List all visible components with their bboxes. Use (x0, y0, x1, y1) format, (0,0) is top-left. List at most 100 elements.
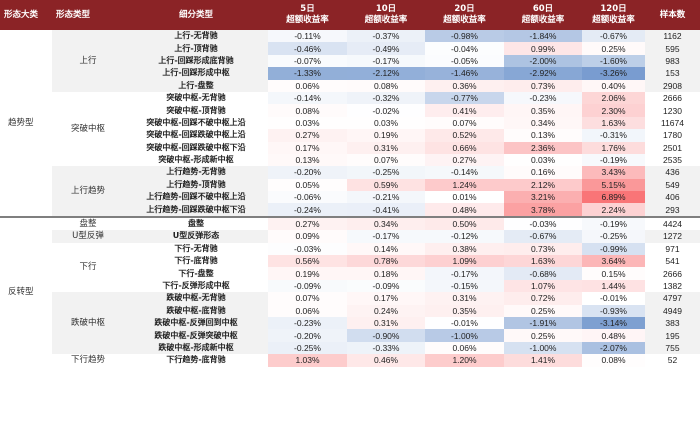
return-20d-cell: 0.27% (425, 153, 504, 167)
return-60d-cell: -1.84% (504, 30, 582, 43)
type-cell: U型反弹 (52, 230, 124, 243)
return-5d-cell: -0.23% (268, 316, 347, 330)
return-20d-cell: -0.14% (425, 166, 504, 179)
table-row: 上行趋势-顶背驰 0.05% 0.59% 1.24% 2.12% 5.15% 549 (0, 178, 700, 192)
sample-count-cell: 541 (645, 255, 700, 268)
sample-count-cell: 4949 (645, 304, 700, 317)
return-10d-cell: 0.34% (347, 215, 425, 231)
return-20d-cell: -1.00% (425, 329, 504, 342)
col-20d-header: 20日 超额收益率 (425, 0, 504, 30)
table-row: 突破中枢-顶背驰 0.08% -0.02% 0.41% 0.35% 2.30% 1230 (0, 104, 700, 117)
table-row: 趋势型 上行 上行-无背驰 -0.11% -0.37% -0.98% -1.84% -0.67… (0, 30, 700, 217)
subtype-cell: 下行-盘整 (124, 267, 268, 280)
sample-count-cell: 383 (645, 316, 700, 330)
return-60d-cell: 2.36% (504, 141, 582, 154)
subtype-cell: 突破中枢-回踩跌破中枢上沿 (124, 129, 268, 142)
sample-count-cell: 2535 (645, 153, 700, 167)
return-60d-cell: -0.67% (504, 230, 582, 243)
sample-count-cell: 1272 (645, 230, 700, 243)
return-5d-cell: -0.11% (268, 30, 347, 43)
table-row: 跌破中枢-底背驰 0.06% 0.24% 0.35% 0.25% -0.93% 4949 (0, 304, 700, 317)
return-20d-cell: 0.38% (425, 242, 504, 256)
return-120d-cell: 0.08% (582, 354, 645, 367)
return-5d-cell: -0.14% (268, 91, 347, 105)
category-cell: 趋势型 (0, 30, 52, 217)
return-5d-cell: 0.13% (268, 153, 347, 167)
sample-count-cell: 11674 (645, 116, 700, 130)
return-20d-cell: 0.36% (425, 79, 504, 92)
return-10d-cell: 0.78% (347, 255, 425, 268)
return-20d-cell: 0.41% (425, 104, 504, 117)
subtype-cell: 上行-顶背驰 (124, 42, 268, 55)
subtype-cell: 突破中枢-回踩不破中枢上沿 (124, 116, 268, 130)
return-20d-cell: -1.46% (425, 67, 504, 80)
return-5d-cell: -0.46% (268, 42, 347, 55)
return-5d-cell: -0.07% (268, 54, 347, 68)
return-5d-cell: -0.20% (268, 329, 347, 342)
return-10d-cell: -0.90% (347, 329, 425, 342)
subtype-cell: 跌破中枢-形成新中枢 (124, 341, 268, 355)
subtype-cell: 下行-底背驰 (124, 255, 268, 268)
table-row: 跌破中枢-反弹突破中枢 -0.20% -0.90% -1.00% 0.25% 0.48% 1… (0, 329, 700, 342)
subtype-cell: 上行-无背驰 (124, 30, 268, 43)
return-5d-cell: -0.09% (268, 279, 347, 293)
sample-count-cell: 1382 (645, 279, 700, 293)
table-row: 下行-反弹形成中枢 -0.09% -0.09% -0.15% 1.07% 1.44% 138… (0, 279, 700, 293)
return-20d-cell: -0.77% (425, 91, 504, 105)
return-120d-cell: 2.06% (582, 91, 645, 105)
return-10d-cell: 0.19% (347, 129, 425, 142)
table-row: 上行-回踩形成底背驰 -0.07% -0.17% -0.05% -2.00% -1.60%… (0, 54, 700, 68)
subtype-cell: 上行趋势-回踩跌破中枢下沿 (124, 203, 268, 217)
return-60d-cell: 0.34% (504, 116, 582, 130)
return-120d-cell: 2.24% (582, 203, 645, 217)
sample-count-cell: 2666 (645, 91, 700, 105)
table-row: 突破中枢-回踩跌破中枢下沿 0.17% 0.31% 0.66% 2.36% 1.76% 25… (0, 141, 700, 154)
return-10d-cell: 0.08% (347, 79, 425, 92)
return-10d-cell: 0.46% (347, 354, 425, 367)
type-cell: 上行 (52, 30, 124, 92)
return-60d-cell: 0.03% (504, 153, 582, 167)
col-subtype-header: 细分类型 (124, 0, 268, 30)
return-120d-cell: 1.44% (582, 279, 645, 293)
return-5d-cell: 0.07% (268, 292, 347, 305)
return-10d-cell: -0.02% (347, 104, 425, 117)
sample-count-cell: 1230 (645, 104, 700, 117)
table-body: 趋势型 上行 上行-无背驰 -0.11% -0.37% -0.98% -1.84% -0.67… (0, 30, 700, 367)
type-cell: 盘整 (52, 215, 124, 231)
subtype-cell: 下行趋势-底背驰 (124, 354, 268, 367)
return-120d-cell: -0.19% (582, 215, 645, 231)
return-120d-cell: 3.64% (582, 255, 645, 268)
return-5d-cell: 0.06% (268, 79, 347, 92)
return-60d-cell: -2.00% (504, 54, 582, 68)
return-5d-cell: 0.27% (268, 129, 347, 142)
return-20d-cell: -0.01% (425, 316, 504, 330)
return-5d-cell: 0.06% (268, 304, 347, 317)
table-row: 跌破中枢-形成新中枢 -0.25% -0.33% 0.06% -1.00% -2.07% 7… (0, 341, 700, 355)
col-60d-header: 60日 超额收益率 (504, 0, 582, 30)
type-cell: 上行趋势 (52, 166, 124, 217)
return-120d-cell: -3.26% (582, 67, 645, 80)
return-120d-cell: 3.43% (582, 166, 645, 179)
return-60d-cell: 1.41% (504, 354, 582, 367)
return-5d-cell: 0.17% (268, 141, 347, 154)
subtype-cell: 突破中枢-形成新中枢 (124, 153, 268, 167)
subtype-cell: 上行趋势-顶背驰 (124, 178, 268, 192)
table-row: 下行 下行-无背驰 -0.03% 0.14% 0.38% 0.73% -0.99% 971 (0, 242, 700, 293)
sample-count-cell: 52 (645, 354, 700, 367)
subtype-cell: 上行趋势-无背驰 (124, 166, 268, 179)
table-row: 上行趋势-回踩不破中枢上沿 -0.06% -0.21% 0.01% 3.21% 6.89%… (0, 191, 700, 204)
return-60d-cell: 0.13% (504, 129, 582, 142)
returns-table: 形态大类 形态类型 细分类型 5日 超额收益率 10日 超额收益率 20日 超额收益率… (0, 0, 700, 367)
return-120d-cell: 0.40% (582, 79, 645, 92)
table-row: 突破中枢 突破中枢-无背驰 -0.14% -0.32% -0.77% -0.23% 2.06… (0, 91, 700, 167)
return-10d-cell: -0.17% (347, 230, 425, 243)
return-120d-cell: -0.19% (582, 153, 645, 167)
col-category-header: 形态大类 (0, 0, 52, 30)
return-20d-cell: -0.04% (425, 42, 504, 55)
sample-count-cell: 1780 (645, 129, 700, 142)
return-120d-cell: -2.07% (582, 341, 645, 355)
return-60d-cell: -0.03% (504, 215, 582, 231)
subtype-cell: 上行-回踩形成中枢 (124, 67, 268, 80)
return-10d-cell: -0.25% (347, 166, 425, 179)
return-5d-cell: -1.33% (268, 67, 347, 80)
